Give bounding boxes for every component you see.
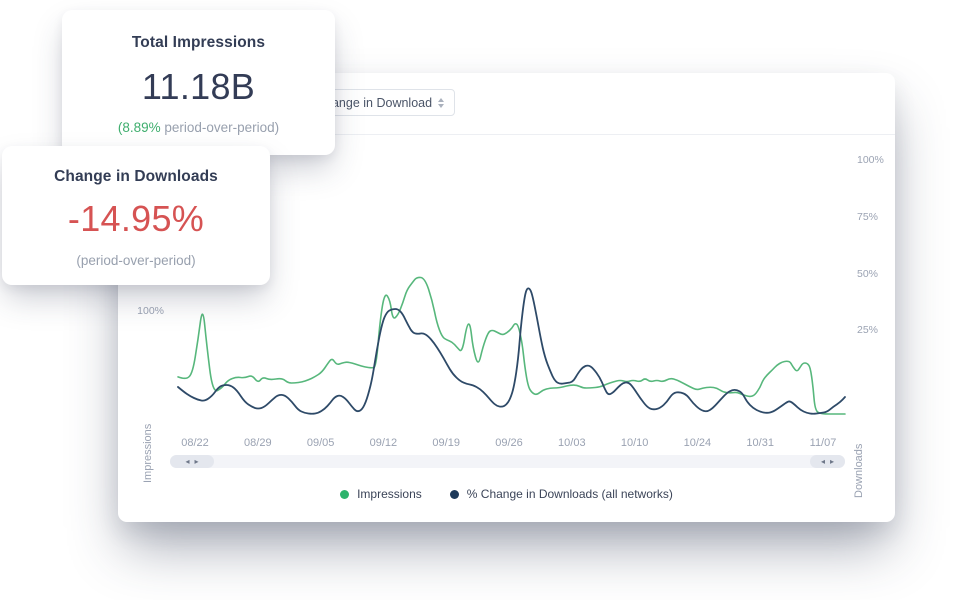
scroll-right-arrow-icon[interactable]: ▸ [194,457,199,466]
right-axis-tick: 100% [857,154,884,167]
stat-card-subtext: (period-over-period) [76,253,196,268]
period-change-rest: period-over-period) [160,120,280,135]
metric-dropdown-value: Change in Downloads [316,95,432,110]
x-axis-tick: 11/07 [809,437,837,449]
stat-card-title: Total Impressions [131,34,266,51]
x-axis-tick: 08/29 [244,437,272,449]
chart-scrollbar-track[interactable]: ◂ ▸ ◂ ▸ [170,455,845,468]
left-axis-tick: 100% [137,305,164,317]
chart-area: Impressions Downloads ◂ ▸ ◂ ▸ Impression… [118,134,895,522]
scrollbar-right-handle[interactable]: ◂ ▸ [810,455,845,468]
chart-legend: Impressions % Change in Downloads (all n… [118,483,895,505]
chart-plot[interactable] [177,145,846,435]
x-axis-tick: 09/19 [432,437,460,449]
right-axis-tick: 50% [857,267,879,280]
total-impressions-value: 11.18B [141,66,256,107]
downloads-change-line [177,287,846,415]
scrollbar-left-handle[interactable]: ◂ ▸ [170,455,214,468]
scroll-left-arrow-icon[interactable]: ◂ [185,457,190,466]
stat-card-change-in-downloads: Change in Downloads -14.95% (period-over… [2,146,270,285]
impressions-line [177,276,846,415]
x-axis-tick: 10/10 [620,437,649,449]
x-axis-tick: 09/05 [306,437,335,449]
x-axis-tick: 10/03 [558,437,586,449]
legend-label: % Change in Downloads (all networks) [466,487,673,501]
legend-label: Impressions [357,487,422,501]
scroll-left-arrow-icon[interactable]: ◂ [820,457,825,466]
right-axis-tick: 25% [857,324,879,337]
legend-item-downloads-change[interactable]: % Change in Downloads (all networks) [449,487,673,501]
period-change-highlight: (8.89% [117,120,161,135]
downloads-change-value: -14.95% [67,198,205,239]
downloads-dot-icon [449,489,459,499]
x-axis-tick: 08/22 [181,437,209,449]
scroll-right-arrow-icon[interactable]: ▸ [830,457,835,466]
header-divider [118,134,895,135]
x-axis-tick: 10/24 [683,437,712,449]
chart-svg [177,276,846,415]
right-axis-tick: 75% [857,210,879,223]
right-axis-title: Downloads [853,443,865,499]
stat-card-total-impressions: Total Impressions 11.18B (8.89% period-o… [62,10,335,155]
x-axis-tick: 09/12 [369,437,398,449]
impressions-dot-icon [340,489,350,499]
stat-card-title: Change in Downloads [54,168,218,185]
dropdown-updown-icon [438,97,444,108]
x-axis-tick: 10/31 [746,437,774,449]
stat-card-subtext: (8.89% period-over-period) [62,120,335,135]
chart-panel: Change in Downloads Impressions Download… [118,73,895,522]
legend-item-impressions[interactable]: Impressions [340,487,422,501]
x-axis-tick: 09/26 [495,437,523,449]
